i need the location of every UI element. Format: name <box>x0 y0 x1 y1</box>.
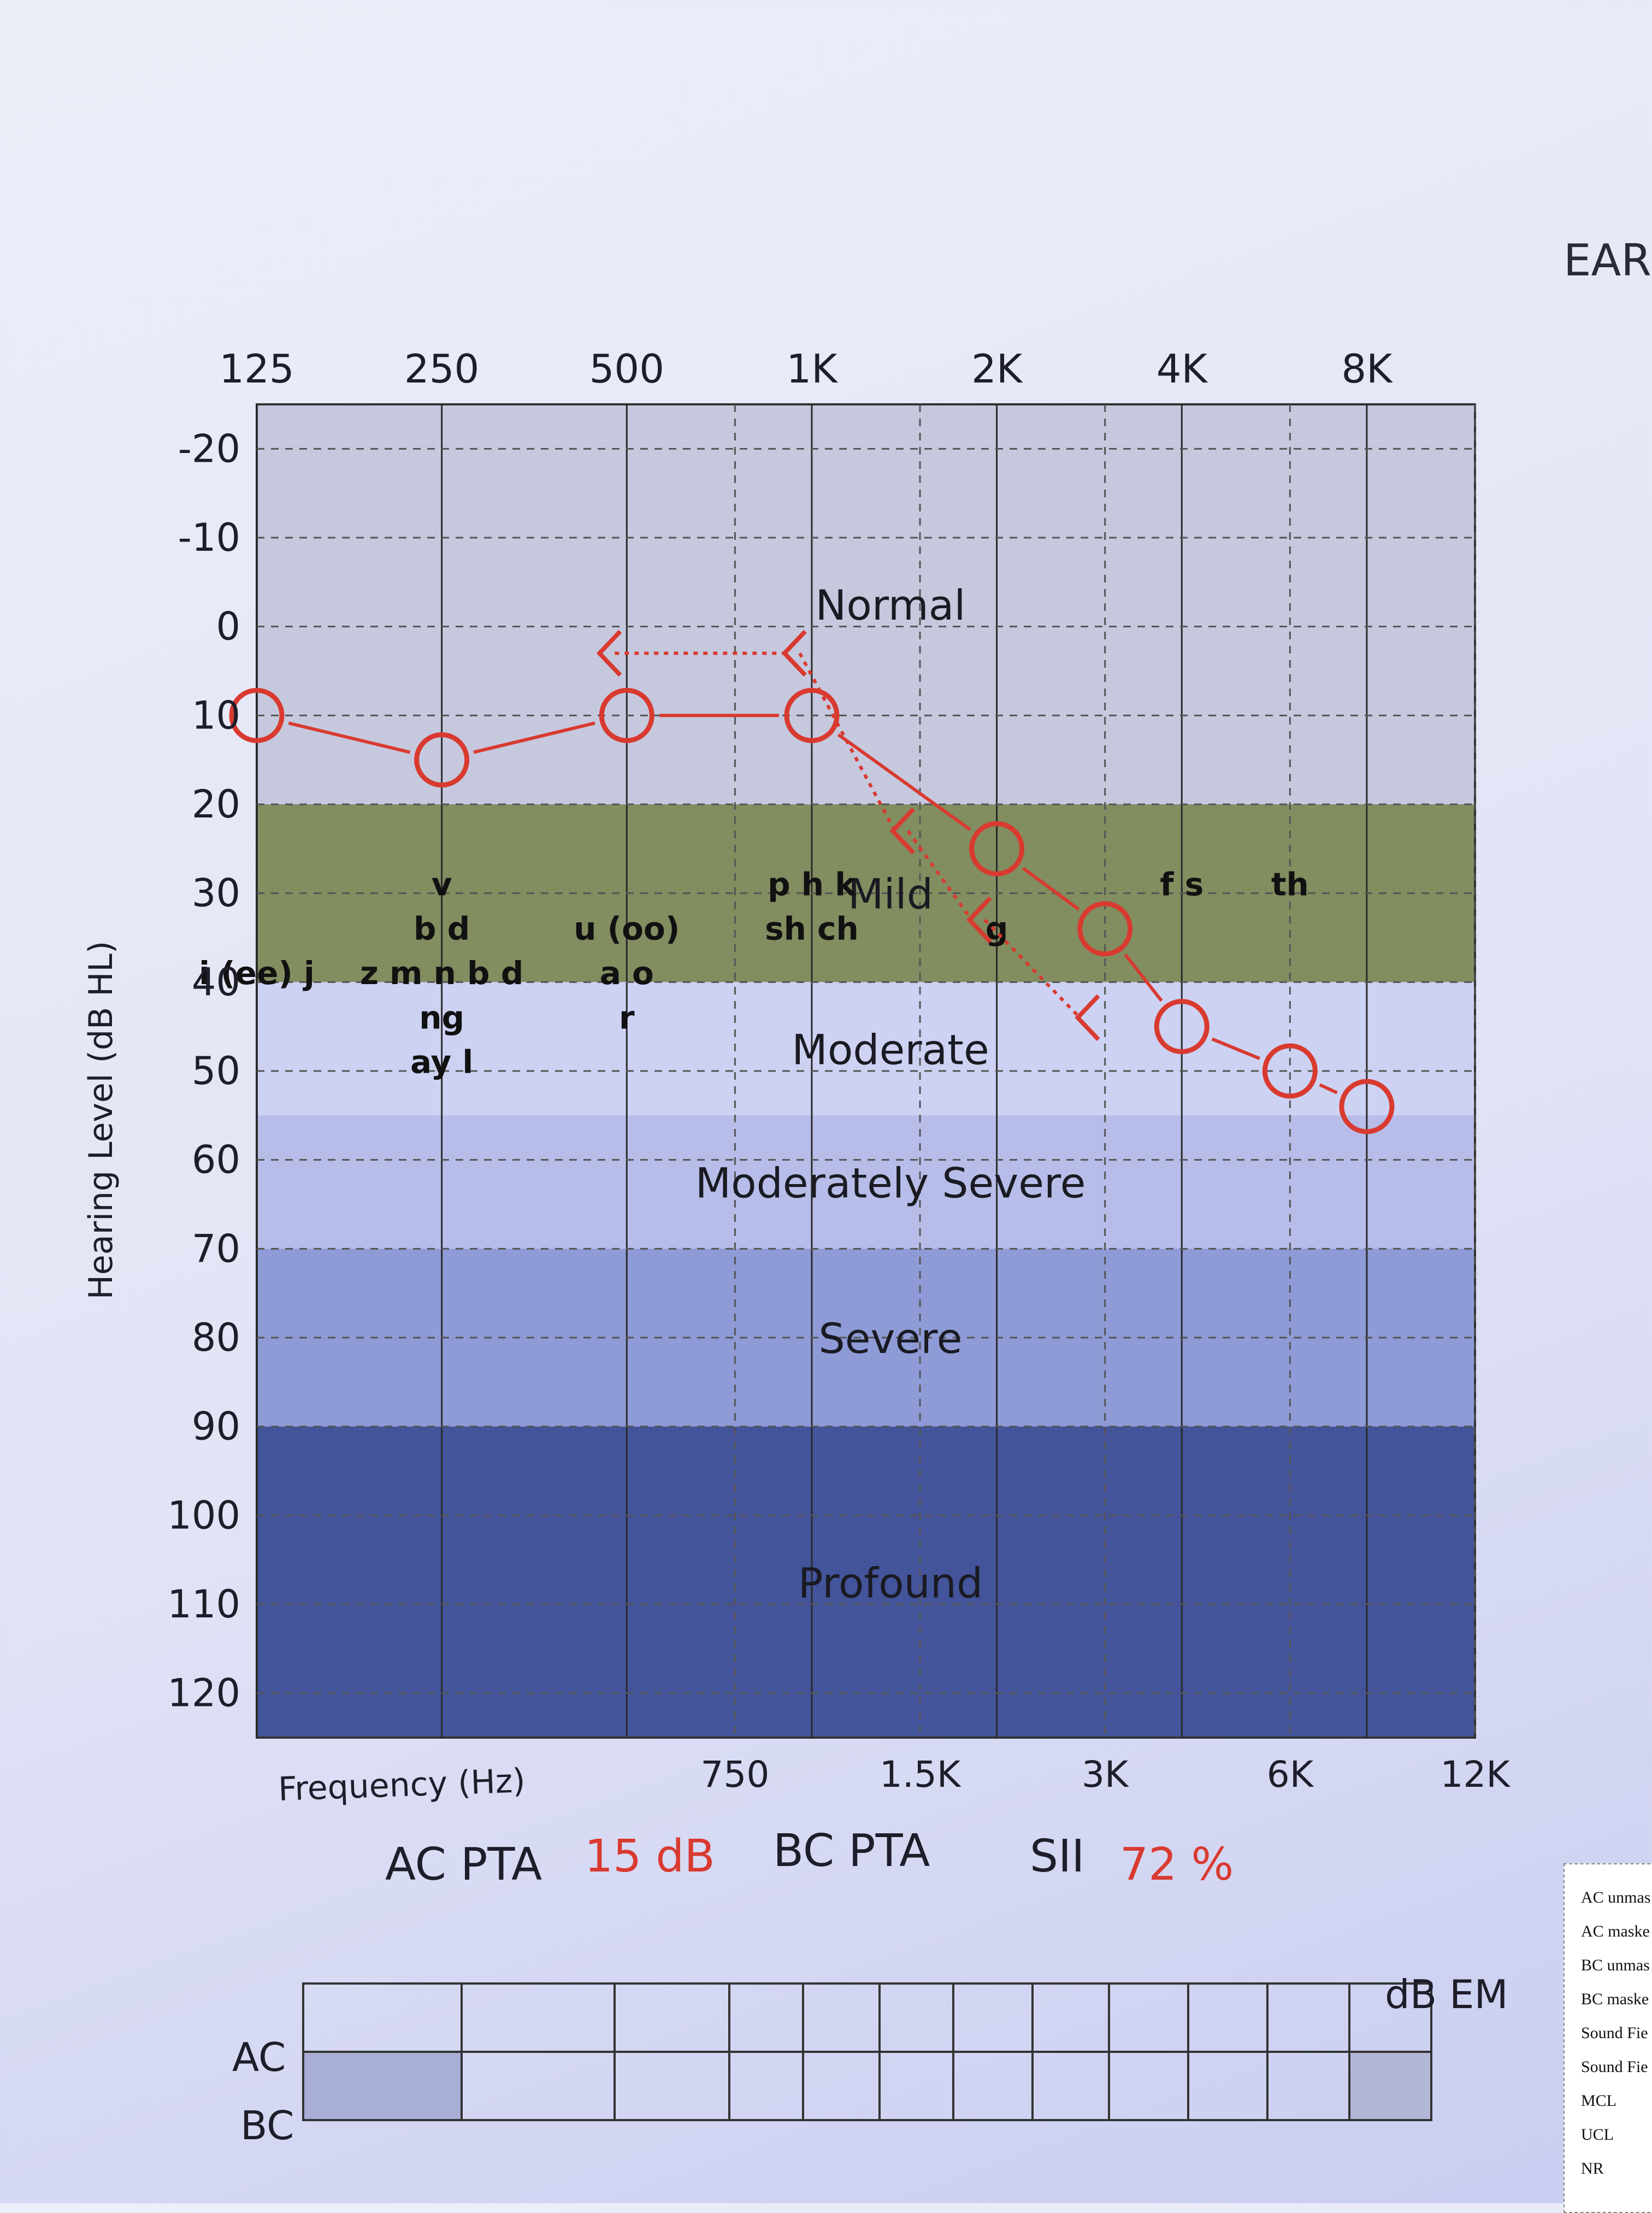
band-5 <box>257 1426 1475 1738</box>
band-2 <box>257 982 1475 1116</box>
ac-threshold-circle <box>784 687 840 743</box>
y-tick-label: 60 <box>192 1138 240 1182</box>
y-tick-label: 80 <box>192 1315 240 1360</box>
ac-threshold-circle <box>1154 999 1210 1055</box>
bc-threshold-bracket <box>966 896 992 944</box>
bc-pta-label: BC PTA <box>773 1825 930 1877</box>
ac-pta-label: AC PTA <box>385 1839 542 1891</box>
ac-connector-line <box>837 733 971 831</box>
masking-cell-shaded <box>1349 2052 1431 2120</box>
legend-item: NR <box>1581 2159 1604 2177</box>
x-tick-label-top: 2K <box>971 346 1023 392</box>
masking-cell-shaded <box>303 2052 462 2120</box>
bc-threshold-bracket <box>1075 994 1100 1041</box>
symbol-legend: AC unmas AC maske BC unmas BC maske Soun… <box>1564 1863 1652 2213</box>
ac-threshold-circle <box>969 821 1025 876</box>
bc-connector-line <box>983 919 1081 1019</box>
y-tick-label: -10 <box>178 515 240 560</box>
ac-connector-line <box>1124 954 1163 1002</box>
x-tick-label-top: 4K <box>1157 346 1208 392</box>
x-tick-label-top: 125 <box>219 346 294 392</box>
band-label: Moderately Severe <box>695 1158 1086 1207</box>
ac-threshold-circle <box>1339 1079 1395 1134</box>
bc-connector-line <box>906 830 974 921</box>
band-label: Profound <box>798 1558 983 1607</box>
bc-threshold-bracket <box>781 629 807 677</box>
ac-connector-line <box>1211 1037 1260 1060</box>
masking-table <box>302 1982 1432 2121</box>
x-tick-label-top: 1K <box>786 346 838 392</box>
legend-item: Sound Fie <box>1581 2024 1648 2042</box>
y-tick-label: -20 <box>178 426 240 471</box>
speech-sound-label: u (oo) <box>574 910 680 947</box>
masking-unit-label: dB EM <box>1385 1971 1508 2017</box>
y-tick-label: 20 <box>192 782 240 827</box>
legend-item: UCL <box>1581 2126 1614 2144</box>
y-axis-label: Hearing Level (dB HL) <box>82 941 120 1299</box>
band-label: Mild <box>848 870 933 919</box>
y-tick-label: 120 <box>167 1671 240 1716</box>
band-label: Normal <box>816 581 966 629</box>
legend-item: AC maske <box>1581 1922 1650 1940</box>
bc-threshold-bracket <box>889 808 915 855</box>
x-tick-label-bottom: 3K <box>1082 1753 1129 1796</box>
x-tick-label-top: 500 <box>589 346 664 392</box>
speech-sound-label: b d <box>414 910 470 947</box>
y-tick-label: 100 <box>167 1493 240 1538</box>
band-label: Moderate <box>792 1025 989 1074</box>
ac-threshold-circle <box>1077 901 1133 957</box>
y-tick-label: 50 <box>192 1049 240 1093</box>
band-3 <box>257 1115 1475 1249</box>
ac-connector-line <box>473 721 595 754</box>
masking-row-bc-label: BC <box>240 2103 294 2149</box>
ac-connector-line <box>1022 867 1080 911</box>
y-tick-label: 40 <box>192 960 240 1004</box>
x-tick-label-bottom: 6K <box>1267 1753 1314 1796</box>
bc-connector-line <box>798 652 896 832</box>
y-tick-label: 110 <box>167 1582 240 1627</box>
band-0 <box>257 404 1475 804</box>
speech-sound-label: ng <box>419 999 464 1036</box>
masking-row-ac-label: AC <box>232 2034 286 2080</box>
ear-label: EAR <box>1564 235 1651 286</box>
sii-value: 72 % <box>1120 1839 1234 1891</box>
legend-item: AC unmas <box>1581 1888 1651 1906</box>
speech-sound-label: sh ch <box>765 910 859 947</box>
y-tick-label: 30 <box>192 871 240 916</box>
bc-threshold-bracket <box>596 629 622 677</box>
speech-sound-label: th <box>1271 866 1309 903</box>
speech-sound-label: p h k <box>768 866 857 903</box>
legend-item: BC unmas <box>1581 1956 1650 1974</box>
x-tick-label-top: 250 <box>404 346 479 392</box>
speech-sound-label: f s <box>1160 866 1203 903</box>
x-axis-label: Frequency (Hz) <box>278 1762 526 1809</box>
ac-connector-line <box>288 721 411 754</box>
ac-threshold-circle <box>229 687 285 743</box>
y-tick-label: 70 <box>192 1226 240 1271</box>
speech-sound-label: i (ee) j <box>199 955 315 992</box>
ac-threshold-circle <box>414 732 470 788</box>
x-tick-label-top: 8K <box>1341 346 1393 392</box>
x-tick-label-bottom: 1.5K <box>880 1753 961 1796</box>
speech-sound-label: ay l <box>410 1044 473 1081</box>
speech-sound-label: r <box>619 999 635 1036</box>
ac-pta-value: 15 dB <box>585 1831 715 1882</box>
band-label: Severe <box>818 1314 962 1363</box>
speech-sound-label: a o <box>600 955 654 992</box>
speech-sound-label: v <box>432 866 452 903</box>
speech-sound-label: z m n b d <box>360 955 523 992</box>
y-tick-label: 0 <box>216 604 240 649</box>
y-tick-label: 90 <box>192 1404 240 1449</box>
legend-item: Sound Fie <box>1581 2058 1648 2076</box>
ac-threshold-circle <box>599 687 654 743</box>
ac-connector-line <box>1319 1083 1338 1094</box>
x-tick-label-bottom: 750 <box>700 1753 769 1796</box>
sii-label: SII <box>1030 1831 1084 1882</box>
x-tick-label-bottom: 12K <box>1440 1753 1511 1796</box>
ac-threshold-circle <box>1262 1043 1318 1099</box>
legend-item: BC maske <box>1581 1990 1649 2008</box>
legend-item: MCL <box>1581 2092 1617 2110</box>
y-tick-label: 10 <box>192 693 240 738</box>
